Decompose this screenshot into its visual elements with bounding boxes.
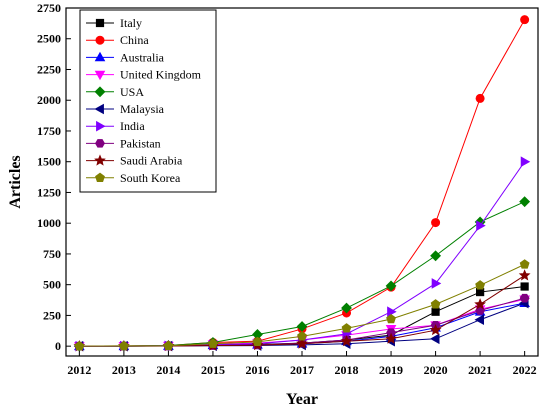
legend-label-malaysia: Malaysia	[120, 102, 165, 116]
x-tick-label-2022: 2022	[513, 363, 537, 377]
x-axis: 2012 2013 2014 2015 2016 2017 2018 2019 2020 2021…	[67, 351, 537, 377]
legend-item-united-kingdom: United Kingdom	[86, 68, 202, 82]
data-point-saudi-arabia-2020	[429, 323, 442, 336]
data-point-saudi-arabia-2021	[474, 298, 486, 310]
legend-label-united-kingdom: United Kingdom	[120, 68, 202, 82]
data-point-saudi-arabia-2019	[385, 332, 397, 344]
legend-marker-china	[95, 35, 105, 45]
data-point-south-korea-2015	[208, 338, 218, 348]
y-axis: 0 250 500 750 1000 1250 1500 1750 2000 2250 2500 27…	[37, 1, 71, 353]
data-point-south-korea-2021	[475, 280, 486, 290]
data-point-south-korea-2017	[297, 331, 307, 341]
legend-item-pakistan: Pakistan	[86, 136, 161, 150]
data-point-south-korea-2020	[430, 299, 441, 309]
legend-item-india: India	[86, 119, 145, 133]
data-point-usa-2019	[385, 280, 397, 292]
x-tick-label-2013: 2013	[112, 363, 136, 377]
legend-marker-united-kingdom	[94, 70, 106, 81]
x-tick-label-2018: 2018	[335, 363, 359, 377]
legend-marker-pakistan	[95, 139, 105, 148]
y-tick-label-1500: 1500	[37, 155, 61, 169]
data-point-india-2022	[520, 156, 531, 168]
data-point-china-2021	[475, 93, 485, 103]
y-tick-label-0: 0	[55, 339, 61, 353]
x-tick-label-2017: 2017	[290, 363, 314, 377]
data-point-saudi-arabia-2022	[518, 269, 531, 281]
x-tick-label-2021: 2021	[468, 363, 492, 377]
data-point-italy-2020	[431, 307, 440, 316]
plot-layer	[73, 15, 531, 352]
y-tick-label-2750: 2750	[37, 1, 61, 15]
data-point-south-korea-2016	[252, 336, 263, 347]
legend-item-usa: USA	[86, 85, 144, 99]
data-point-south-korea-2018	[341, 323, 352, 333]
x-tick-label-2015: 2015	[201, 363, 225, 377]
data-point-south-korea-2013	[118, 340, 129, 351]
legend-marker-usa	[94, 86, 106, 98]
x-axis-title: Year	[286, 391, 318, 408]
legend-marker-australia	[94, 51, 106, 62]
legend-marker-india	[96, 120, 106, 132]
data-point-usa-2022	[519, 196, 531, 208]
series-south-korea	[74, 259, 530, 351]
y-tick-label-1250: 1250	[37, 185, 61, 199]
data-point-south-korea-2014	[163, 340, 174, 350]
y-tick-label-2000: 2000	[37, 93, 61, 107]
legend-marker-saudi-arabia	[94, 154, 106, 166]
x-tick-label-2012: 2012	[67, 363, 91, 377]
legend-marker-south-korea	[95, 172, 105, 182]
y-tick-label-500: 500	[43, 278, 61, 292]
y-tick-label-2500: 2500	[37, 32, 61, 46]
y-tick-label-750: 750	[43, 247, 61, 261]
y-tick-label-2250: 2250	[37, 62, 61, 76]
legend-label-italy: Italy	[120, 16, 142, 30]
legend-item-malaysia: Malaysia	[86, 102, 165, 116]
y-tick-label-1750: 1750	[37, 124, 61, 138]
data-point-saudi-arabia-2017	[296, 337, 308, 349]
data-point-italy-2022	[520, 282, 529, 291]
legend-label-south-korea: South Korea	[120, 171, 181, 185]
y-tick-label-1000: 1000	[37, 216, 61, 230]
data-point-south-korea-2019	[386, 313, 396, 324]
legend: Italy China Australia United Kingdom USA Mala…	[79, 9, 217, 193]
legend-item-south-korea: South Korea	[86, 171, 181, 185]
legend-label-saudi-arabia: Saudi Arabia	[120, 154, 183, 168]
data-point-south-korea-2012	[74, 340, 85, 351]
data-point-pakistan-2022	[519, 293, 530, 303]
legend-item-saudi-arabia: Saudi Arabia	[86, 154, 183, 168]
legend-item-italy: Italy	[86, 16, 142, 30]
legend-label-india: India	[120, 119, 145, 133]
data-point-china-2020	[431, 218, 441, 228]
x-tick-label-2019: 2019	[379, 363, 403, 377]
legend-item-china: China	[86, 33, 149, 47]
legend-label-pakistan: Pakistan	[120, 136, 161, 150]
legend-item-australia: Australia	[86, 50, 165, 64]
data-point-south-korea-2022	[519, 259, 530, 269]
legend-marker-malaysia	[94, 103, 104, 115]
data-point-india-2019	[387, 306, 397, 318]
x-tick-label-2016: 2016	[245, 363, 269, 377]
data-point-malaysia-2020	[429, 333, 440, 345]
data-point-china-2022	[520, 15, 530, 25]
legend-label-china: China	[120, 33, 149, 47]
legend-marker-italy	[95, 18, 105, 28]
y-axis-title: Articles	[7, 155, 24, 208]
x-tick-label-2014: 2014	[156, 363, 180, 377]
y-tick-label-250: 250	[43, 308, 61, 322]
legend-label-usa: USA	[120, 85, 144, 99]
data-point-usa-2018	[341, 302, 352, 314]
data-point-india-2021	[476, 220, 486, 231]
data-point-india-2020	[431, 278, 442, 289]
data-point-malaysia-2021	[474, 314, 485, 326]
data-point-usa-2020	[430, 250, 442, 262]
legend-label-australia: Australia	[120, 50, 165, 64]
data-point-saudi-arabia-2018	[340, 335, 353, 347]
x-tick-label-2020: 2020	[424, 363, 448, 377]
